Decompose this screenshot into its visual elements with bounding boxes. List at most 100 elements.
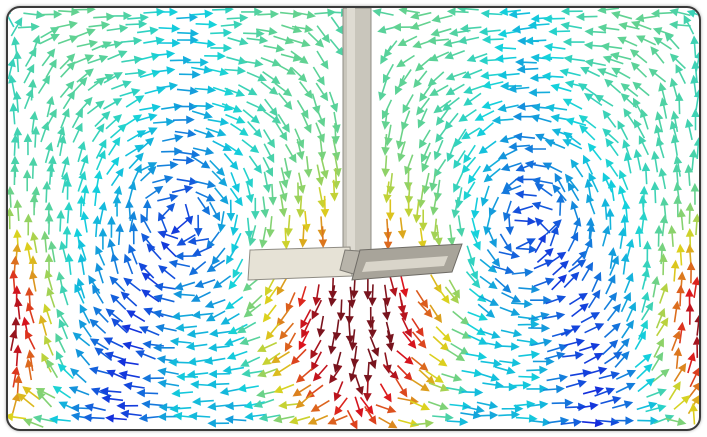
velocity-arrow	[580, 312, 601, 324]
velocity-arrow	[526, 365, 548, 375]
velocity-arrow	[290, 50, 309, 64]
velocity-arrow	[62, 225, 72, 248]
velocity-arrow	[241, 58, 264, 68]
velocity-arrow	[311, 351, 323, 372]
velocity-arrow	[123, 277, 141, 292]
velocity-arrow	[545, 219, 562, 235]
velocity-arrow	[24, 358, 34, 381]
velocity-arrow	[560, 21, 583, 31]
velocity-arrow	[186, 58, 209, 67]
velocity-arrow	[658, 167, 667, 190]
velocity-arrow	[138, 262, 155, 279]
velocity-arrow	[184, 203, 194, 226]
velocity-arrow	[689, 402, 698, 425]
velocity-arrow	[40, 26, 60, 39]
velocity-arrow	[456, 215, 465, 237]
velocity-arrow	[611, 67, 631, 79]
velocity-arrow	[328, 333, 337, 355]
velocity-arrow	[135, 350, 156, 360]
velocity-arrow	[482, 340, 504, 350]
velocity-arrow	[224, 142, 244, 156]
velocity-arrow	[421, 172, 431, 195]
velocity-arrow	[524, 36, 547, 46]
velocity-arrow	[176, 234, 196, 246]
velocity-arrow	[672, 300, 681, 323]
velocity-arrow	[685, 118, 694, 141]
velocity-arrow	[84, 403, 106, 412]
velocity-arrow	[432, 335, 450, 352]
velocity-arrow	[281, 227, 291, 250]
velocity-arrow	[228, 272, 243, 290]
velocity-arrow	[156, 82, 179, 91]
velocity-arrow	[534, 183, 553, 197]
velocity-arrow	[582, 238, 593, 259]
velocity-arrow	[532, 357, 555, 366]
velocity-arrow	[588, 172, 599, 193]
velocity-arrow	[418, 129, 431, 149]
velocity-arrow	[650, 46, 665, 64]
velocity-field	[8, 8, 699, 429]
velocity-arrow	[230, 172, 240, 193]
velocity-arrow	[562, 351, 584, 360]
velocity-arrow	[290, 66, 308, 83]
velocity-arrow	[23, 10, 45, 19]
velocity-arrow	[139, 326, 160, 336]
velocity-arrow	[111, 80, 132, 90]
velocity-arrow	[128, 152, 144, 170]
velocity-arrow	[603, 292, 618, 311]
velocity-arrow	[185, 341, 208, 351]
velocity-arrow	[8, 207, 14, 230]
velocity-arrow	[565, 117, 587, 127]
velocity-arrow	[14, 297, 23, 320]
velocity-arrow	[597, 67, 618, 78]
velocity-arrow	[103, 337, 124, 348]
velocity-arrow	[318, 226, 328, 249]
velocity-arrow	[514, 190, 537, 199]
velocity-arrow	[108, 136, 121, 156]
velocity-arrow	[92, 184, 101, 206]
velocity-arrow	[602, 55, 624, 65]
velocity-arrow	[44, 212, 54, 235]
velocity-arrow	[208, 343, 230, 352]
velocity-arrow	[363, 277, 373, 300]
velocity-arrow	[636, 35, 657, 46]
velocity-arrow	[528, 311, 550, 321]
velocity-arrow	[559, 68, 581, 77]
velocity-arrow	[12, 90, 22, 113]
velocity-arrow	[204, 299, 226, 309]
velocity-arrow	[77, 253, 87, 276]
velocity-arrow	[89, 318, 107, 334]
velocity-arrow	[536, 247, 554, 263]
velocity-arrow	[9, 329, 18, 351]
velocity-arrow	[582, 418, 604, 428]
velocity-arrow	[434, 224, 443, 247]
velocity-arrow	[482, 158, 501, 173]
velocity-arrow	[463, 85, 485, 95]
velocity-arrow	[436, 285, 450, 305]
velocity-arrow	[290, 348, 307, 365]
velocity-arrow	[13, 50, 22, 73]
velocity-arrow	[635, 13, 657, 23]
velocity-arrow	[91, 123, 105, 143]
velocity-arrow	[410, 11, 432, 20]
velocity-arrow	[483, 167, 501, 183]
velocity-arrow	[461, 68, 483, 79]
velocity-arrow	[509, 380, 532, 390]
velocity-arrow	[346, 409, 358, 429]
velocity-arrow	[392, 22, 415, 32]
velocity-arrow	[404, 195, 413, 218]
velocity-arrow	[690, 35, 699, 58]
velocity-arrow	[441, 373, 463, 382]
velocity-arrow	[610, 10, 633, 20]
shaft-highlight	[347, 8, 355, 258]
velocity-arrow	[273, 383, 295, 394]
velocity-arrow	[278, 92, 293, 110]
velocity-arrow	[383, 228, 393, 251]
velocity-arrow	[615, 382, 636, 394]
velocity-arrow	[655, 111, 664, 133]
velocity-arrow	[381, 134, 390, 156]
velocity-arrow	[23, 418, 44, 428]
velocity-arrow	[152, 309, 174, 319]
velocity-arrow	[223, 152, 239, 171]
velocity-arrow	[400, 276, 409, 298]
